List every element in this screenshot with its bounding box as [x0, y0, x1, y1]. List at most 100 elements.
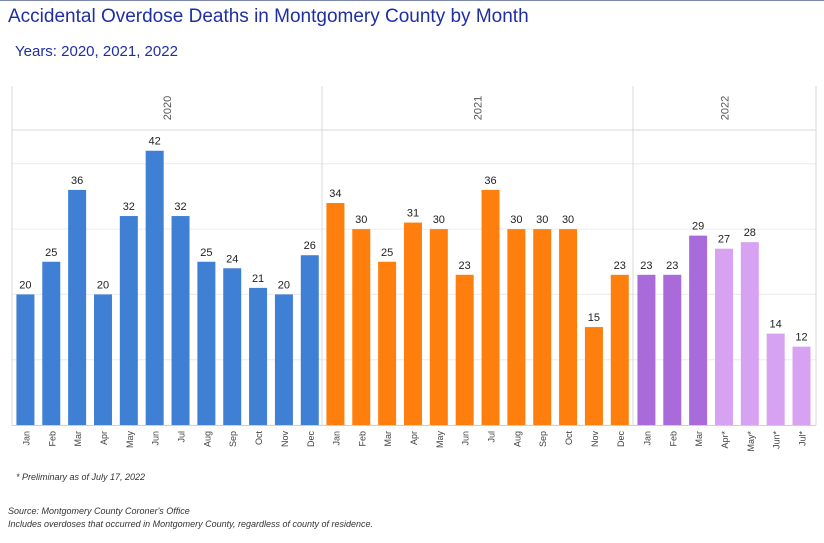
data-label: 14: [770, 319, 782, 331]
bar-2020-Aug: [197, 261, 216, 425]
bar-2020-Sep: [223, 268, 242, 425]
x-tick-label: Oct: [254, 431, 264, 446]
data-label: 23: [614, 260, 626, 272]
x-tick-label: Mar: [73, 431, 83, 447]
chart-title: Accidental Overdose Deaths in Montgomery…: [8, 6, 529, 27]
data-label: 36: [71, 175, 83, 187]
data-label: 25: [45, 247, 57, 259]
bar-2021-Mar: [378, 261, 397, 425]
chart-subtitle: Years: 2020, 2021, 2022: [15, 43, 178, 60]
bar-2021-Nov: [584, 327, 603, 425]
data-label: 29: [692, 221, 704, 233]
bar-2020-May: [119, 216, 138, 425]
panel-year-label: 2021: [473, 96, 485, 120]
data-label: 27: [718, 234, 730, 246]
data-label: 31: [407, 208, 419, 220]
x-tick-label: Jun: [151, 431, 161, 446]
bar-2022-Jun: [766, 333, 785, 425]
bar-2022-Apr: [714, 248, 733, 425]
data-label: 23: [640, 260, 652, 272]
x-tick-label: Jan: [331, 431, 341, 446]
bar-2021-Apr: [403, 222, 422, 425]
x-tick-label: Jun: [461, 431, 471, 446]
top-border: [0, 0, 824, 1]
x-tick-label: Dec: [306, 431, 316, 448]
data-label: 20: [19, 279, 31, 291]
data-label: 24: [226, 253, 238, 265]
x-tick-label: Feb: [47, 431, 57, 447]
x-tick-label: Mar: [694, 431, 704, 447]
x-tick-label: Feb: [668, 431, 678, 447]
bar-2021-Aug: [507, 229, 526, 425]
data-label: 34: [329, 188, 341, 200]
x-tick-label: Jan: [642, 431, 652, 446]
bar-2020-Jan: [16, 294, 35, 425]
bar-2020-Oct: [249, 287, 268, 425]
x-tick-label: Feb: [357, 431, 367, 447]
x-tick-label: Jan: [21, 431, 31, 446]
bar-2021-Oct: [559, 229, 578, 425]
bar-2020-Feb: [42, 261, 61, 425]
bar-2022-Jul: [792, 346, 811, 425]
x-tick-label: Jul: [487, 431, 497, 443]
bar-2022-Jan: [637, 274, 656, 425]
panel-frames: [11, 86, 817, 426]
x-tick-label: Jun*: [772, 431, 782, 450]
data-label: 30: [536, 214, 548, 226]
bar-2022-Mar: [689, 235, 708, 425]
x-tick-label: Mar: [383, 431, 393, 447]
preliminary-footnote: * Preliminary as of July 17, 2022: [16, 472, 146, 482]
x-tick-label: May: [435, 431, 445, 449]
bar-2021-May: [429, 229, 448, 425]
data-label: 30: [355, 214, 367, 226]
bar-2020-Jun: [145, 150, 164, 426]
data-label: 32: [174, 201, 186, 213]
x-tick-label: May*: [746, 431, 756, 452]
bar-2021-Jul: [481, 189, 500, 425]
bar-2020-Apr: [93, 294, 112, 425]
bar-2022-Feb: [663, 274, 682, 425]
series-2022: 2022 23 Jan 23 Feb 29 Mar 27 Apr* 28 May* 14 Jun* 12 J…: [637, 96, 811, 452]
x-tick-label: Sep: [538, 431, 548, 447]
x-tick-label: Jul: [177, 431, 187, 443]
data-label: 12: [795, 332, 807, 344]
bar-2022-May: [740, 242, 759, 425]
x-tick-label: Nov: [590, 431, 600, 448]
bar-2020-Nov: [274, 294, 293, 425]
scope-note: Includes overdoses that occurred in Mont…: [8, 519, 374, 529]
data-label: 25: [200, 247, 212, 259]
x-tick-label: Apr: [409, 431, 419, 445]
data-label: 25: [381, 247, 393, 259]
x-tick-label: Sep: [228, 431, 238, 447]
data-label: 20: [278, 279, 290, 291]
x-tick-label: May: [125, 431, 135, 449]
bar-2021-Feb: [352, 229, 371, 425]
data-label: 36: [484, 175, 496, 187]
bar-2020-Dec: [300, 255, 319, 425]
x-tick-label: Oct: [564, 431, 574, 446]
data-label: 42: [149, 136, 161, 148]
data-label: 21: [252, 273, 264, 285]
panel-year-label: 2022: [720, 96, 732, 120]
x-tick-label: Apr: [99, 431, 109, 445]
data-label: 15: [588, 312, 600, 324]
panel-year-label: 2020: [162, 96, 174, 120]
x-tick-label: Aug: [512, 431, 522, 447]
data-label: 28: [744, 227, 756, 239]
data-label: 30: [562, 214, 574, 226]
bar-2021-Jun: [455, 274, 474, 425]
x-tick-label: Dec: [616, 431, 626, 448]
data-label: 26: [304, 240, 316, 252]
x-tick-label: Jul*: [798, 431, 808, 447]
data-label: 23: [666, 260, 678, 272]
data-label: 32: [123, 201, 135, 213]
series-2020: 202020Jan25Feb36Mar20Apr32May42Jun32Jul2…: [16, 96, 319, 449]
source-note: Source: Montgomery County Coroner's Offi…: [8, 506, 190, 516]
x-tick-label: Aug: [202, 431, 212, 447]
data-label: 20: [97, 279, 109, 291]
data-label: 30: [510, 214, 522, 226]
x-tick-label: Nov: [280, 431, 290, 448]
x-tick-label: Apr*: [720, 431, 730, 449]
bar-2020-Jul: [171, 216, 190, 425]
bar-2021-Dec: [610, 274, 629, 425]
